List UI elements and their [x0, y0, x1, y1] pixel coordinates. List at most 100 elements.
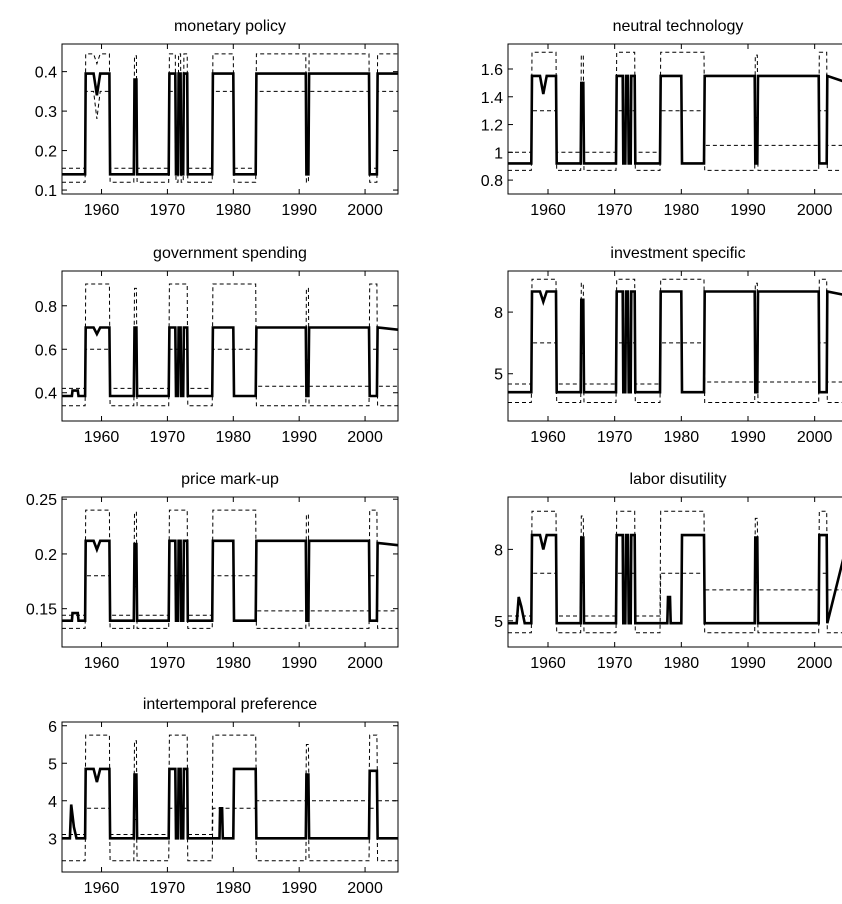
- y-tick-label: 0.2: [35, 547, 57, 564]
- x-tick-label: 1960: [84, 655, 120, 672]
- y-tick-label: 0.8: [481, 173, 503, 190]
- axes-frame: [507, 43, 842, 195]
- y-tick-label: 0.25: [26, 492, 57, 509]
- x-tick-label: 2000: [347, 655, 383, 672]
- band-line: [62, 53, 398, 169]
- panel-title: monetary policy: [174, 18, 286, 35]
- x-tick-label: 1990: [281, 202, 317, 219]
- band-line: [62, 734, 398, 835]
- axes-frame: [61, 721, 399, 873]
- band-line: [62, 807, 398, 862]
- panel-title: government spending: [153, 245, 307, 262]
- y-tick-label: 0.6: [35, 342, 57, 359]
- series-group: [508, 510, 842, 634]
- axes-frame: [507, 496, 842, 648]
- x-tick-label: 2000: [347, 429, 383, 446]
- panel-2: neutral technology 1960 1970 1980 1990 2000 0.…: [481, 18, 842, 219]
- y-tick-label: 6: [48, 719, 57, 736]
- x-tick-label: 1960: [84, 880, 120, 897]
- y-tick-label: 0.3: [35, 104, 57, 121]
- x-tick-label: 2000: [347, 202, 383, 219]
- x-tick-label: 1960: [84, 429, 120, 446]
- band-line: [62, 575, 398, 629]
- band-line: [62, 90, 398, 183]
- y-tick-label: 3: [48, 831, 57, 848]
- band-line: [508, 51, 842, 153]
- x-tick-label: 1990: [730, 202, 766, 219]
- y-tick-label: 0.4: [35, 65, 57, 82]
- panel-1: monetary policy 1960 1970 1980 1990 2000 0.1 0.…: [35, 18, 399, 219]
- panel-7: intertemporal preference 1960 1970 1980 1990…: [48, 696, 399, 897]
- panel-5: price mark-up 1960 1970 1980 1990 2000 0.15 0.2…: [26, 471, 399, 672]
- x-tick-label: 1980: [664, 429, 700, 446]
- y-tick-label: 1.2: [481, 118, 503, 135]
- median-line: [508, 289, 842, 394]
- series-group: [62, 283, 398, 407]
- x-tick-label: 1970: [597, 655, 633, 672]
- x-tick-label: 1990: [281, 655, 317, 672]
- median-line: [62, 767, 398, 840]
- y-tick-label: 0.15: [26, 602, 57, 619]
- panel-3: government spending 1960 1970 1980 1990 2000 0…: [35, 245, 399, 446]
- panel-title: intertemporal preference: [143, 696, 317, 713]
- band-line: [508, 342, 842, 403]
- x-tick-label: 1970: [150, 429, 186, 446]
- x-tick-label: 2000: [347, 880, 383, 897]
- series-group: [508, 278, 842, 403]
- band-line: [62, 283, 398, 389]
- x-tick-label: 1980: [215, 202, 251, 219]
- x-tick-label: 1970: [597, 429, 633, 446]
- x-tick-label: 1960: [530, 202, 566, 219]
- x-tick-label: 1970: [150, 880, 186, 897]
- axes-frame: [61, 270, 399, 422]
- y-tick-label: 5: [494, 614, 503, 631]
- axes-frame: [61, 43, 399, 195]
- panel-title: neutral technology: [613, 18, 744, 35]
- y-tick-label: 4: [48, 794, 57, 811]
- panel-title: labor disutility: [630, 471, 727, 488]
- series-group: [62, 734, 398, 862]
- band-line: [508, 572, 842, 634]
- band-line: [508, 110, 842, 171]
- y-tick-label: 8: [494, 305, 503, 322]
- y-tick-label: 1.4: [481, 90, 503, 107]
- band-line: [508, 278, 842, 385]
- panel-4: investment specific 1960 1970 1980 1990 2000 5…: [494, 245, 842, 446]
- x-tick-label: 1960: [530, 429, 566, 446]
- panel-title: price mark-up: [181, 471, 279, 488]
- x-tick-label: 1990: [281, 880, 317, 897]
- y-tick-label: 1: [494, 145, 503, 162]
- median-line: [62, 326, 398, 398]
- median-line: [508, 74, 842, 165]
- x-tick-label: 1970: [150, 202, 186, 219]
- x-tick-label: 1970: [597, 202, 633, 219]
- median-line: [62, 539, 398, 623]
- x-tick-label: 1980: [664, 202, 700, 219]
- panel-title: investment specific: [610, 245, 745, 262]
- median-line: [62, 72, 398, 176]
- y-tick-label: 0.4: [35, 386, 57, 403]
- x-tick-label: 1970: [150, 655, 186, 672]
- band-line: [62, 348, 398, 407]
- x-tick-label: 1990: [281, 429, 317, 446]
- y-tick-label: 1.6: [481, 62, 503, 79]
- series-group: [62, 509, 398, 629]
- x-tick-label: 1960: [530, 655, 566, 672]
- x-tick-label: 1980: [215, 655, 251, 672]
- x-tick-label: 1990: [730, 429, 766, 446]
- x-tick-label: 1980: [664, 655, 700, 672]
- x-tick-label: 1990: [730, 655, 766, 672]
- y-tick-label: 5: [494, 367, 503, 384]
- band-line: [62, 509, 398, 616]
- x-tick-label: 2000: [797, 655, 833, 672]
- series-group: [508, 51, 842, 171]
- y-tick-label: 0.1: [35, 183, 57, 200]
- axes-frame: [61, 496, 399, 648]
- series-group: [62, 53, 398, 183]
- x-tick-label: 2000: [797, 429, 833, 446]
- x-tick-label: 1960: [84, 202, 120, 219]
- y-tick-label: 5: [48, 756, 57, 773]
- band-line: [508, 510, 842, 617]
- y-tick-label: 8: [494, 542, 503, 559]
